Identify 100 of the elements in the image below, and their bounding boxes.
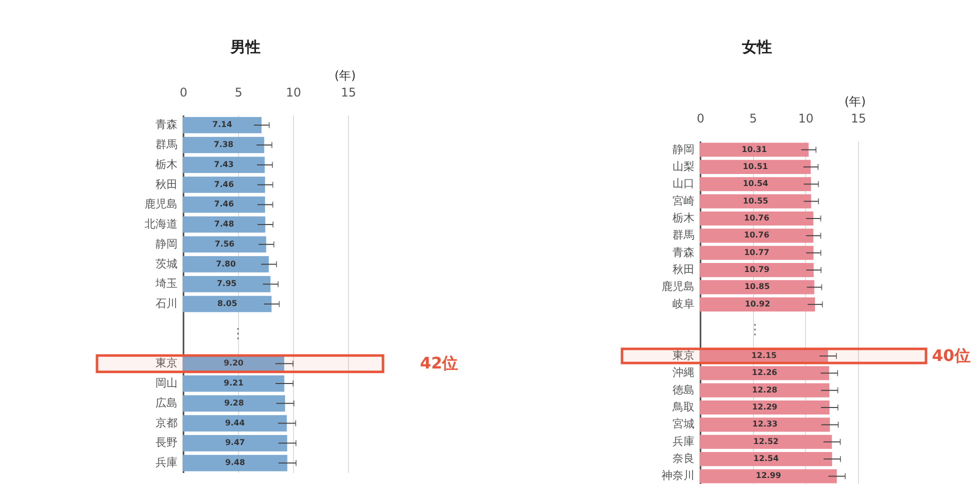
chart-title: 女性 <box>741 38 772 56</box>
bar <box>700 228 814 243</box>
bar <box>183 415 287 432</box>
annotation: ⋮ <box>748 322 762 338</box>
bar <box>700 297 816 312</box>
data-label: 10.92 <box>744 299 770 308</box>
bar <box>700 366 830 380</box>
data-label: 12.33 <box>752 420 778 429</box>
data-label: 10.77 <box>744 248 770 257</box>
bar <box>700 177 812 192</box>
data-label: 12.28 <box>752 385 778 394</box>
bar <box>183 375 284 392</box>
y-tick-label: 石川 <box>156 297 178 310</box>
bar <box>183 395 286 412</box>
y-tick-label: 兵庫 <box>156 456 178 470</box>
bar <box>700 434 832 449</box>
x-axis-title: (年) <box>844 94 866 108</box>
y-tick-label: 長野 <box>156 436 178 450</box>
bar <box>183 276 270 292</box>
y-tick-label: 岡山 <box>156 376 178 390</box>
bar <box>700 383 830 398</box>
chart-title: 男性 <box>230 38 260 56</box>
y-tick-label: 徳島 <box>672 383 694 396</box>
y-tick-label: 鹿児島 <box>662 280 694 294</box>
data-label: 9.21 <box>224 378 244 388</box>
y-tick-label: 静岡 <box>156 237 178 250</box>
data-label: 8.05 <box>217 299 238 308</box>
data-label: 10.55 <box>742 196 769 206</box>
data-label: 12.29 <box>752 402 778 412</box>
data-label: 10.31 <box>742 144 768 154</box>
y-tick-label: 兵庫 <box>672 434 694 448</box>
bar <box>183 136 264 154</box>
y-tick-label: 群馬 <box>156 138 178 152</box>
data-label: 7.48 <box>214 220 234 229</box>
data-label: 10.54 <box>742 179 769 188</box>
bar <box>183 116 262 134</box>
y-tick-label: 鳥取 <box>672 400 694 414</box>
y-tick-label: 青森 <box>156 118 178 132</box>
data-label: 12.54 <box>753 454 780 464</box>
bar <box>183 216 266 233</box>
data-label: 7.80 <box>216 259 236 268</box>
y-tick-label: 埼玉 <box>154 277 178 290</box>
y-tick-label: 広島 <box>156 396 178 410</box>
y-tick-label: 秋田 <box>672 263 694 276</box>
data-label: 10.51 <box>742 162 768 171</box>
bar <box>183 176 266 193</box>
x-tick-label: 10 <box>286 85 302 100</box>
y-tick-label: 秋田 <box>156 178 178 191</box>
annotation: ⋮ <box>231 326 245 342</box>
data-label: 12.15 <box>751 350 778 360</box>
y-tick-label: 鹿児島 <box>144 198 178 211</box>
data-label: 12.26 <box>752 368 778 378</box>
x-tick-label: 5 <box>749 112 757 126</box>
y-tick-label: 沖縄 <box>672 366 694 380</box>
bar <box>700 418 830 432</box>
bar <box>700 400 830 415</box>
y-tick-label: 宮崎 <box>672 194 694 208</box>
bar <box>183 256 269 272</box>
bar <box>700 194 812 208</box>
data-label: 9.44 <box>225 418 246 428</box>
bar <box>700 263 814 278</box>
data-label: 10.76 <box>744 230 770 240</box>
y-tick-label: 栃木 <box>156 158 178 171</box>
bar <box>700 246 814 260</box>
bar <box>700 160 811 174</box>
y-tick-label: 東京 <box>672 348 694 362</box>
x-axis-title: (年) <box>334 68 356 82</box>
y-tick-label: 青森 <box>672 246 694 259</box>
data-label: 7.46 <box>214 200 234 209</box>
bar <box>183 196 266 213</box>
data-label: 9.20 <box>224 358 244 368</box>
data-label: 9.48 <box>225 458 246 468</box>
data-label: 7.43 <box>214 160 234 169</box>
data-label: 7.46 <box>214 180 234 189</box>
bar <box>183 156 265 174</box>
data-label: 12.52 <box>753 436 779 446</box>
data-label: 10.79 <box>744 265 770 274</box>
x-tick-label: 15 <box>340 85 356 100</box>
data-label: 10.85 <box>744 282 770 292</box>
y-tick-label: 北海道 <box>144 218 178 231</box>
data-label: 12.99 <box>756 471 782 480</box>
data-label: 7.56 <box>214 239 235 248</box>
x-tick-label: 10 <box>798 112 814 126</box>
y-tick-label: 奈良 <box>672 452 694 466</box>
data-label: 9.47 <box>225 438 245 448</box>
x-tick-label: 5 <box>234 85 242 100</box>
y-tick-label: 東京 <box>156 356 178 370</box>
y-tick-label: 岐阜 <box>672 297 694 310</box>
bar <box>700 469 837 484</box>
x-tick-label: 0 <box>696 112 704 126</box>
y-tick-label: 京都 <box>156 416 178 430</box>
y-tick-label: 栃木 <box>672 211 694 224</box>
y-tick-label: 静岡 <box>672 142 694 156</box>
bar <box>183 296 272 312</box>
data-label: 7.14 <box>212 120 233 130</box>
x-tick-label: 15 <box>850 112 866 126</box>
y-tick-label: 宮城 <box>672 418 694 431</box>
bar <box>700 280 814 294</box>
text: 42位 <box>420 354 458 373</box>
bar <box>183 435 288 452</box>
